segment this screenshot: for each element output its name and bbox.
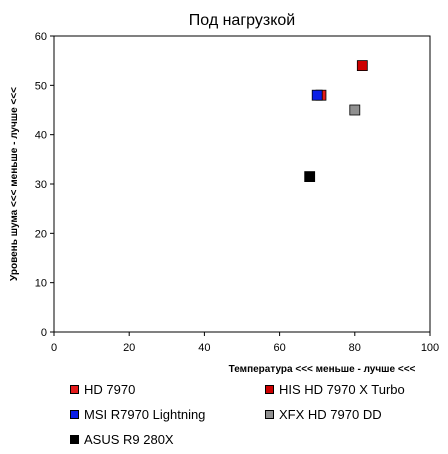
scatter-plot: Под нагрузкой 0 10 20 30 40 50 60 0 20 40 60 80 100…: [9, 12, 439, 375]
legend-item-0: HD 7970: [70, 382, 135, 397]
x-tick-label-5: 100: [421, 342, 439, 354]
legend-item-2: MSI R7970 Lightning: [70, 407, 205, 422]
legend-swatch: [70, 385, 79, 394]
legend-swatch: [70, 410, 79, 419]
legend-label: ASUS R9 280X: [84, 432, 174, 447]
legend-swatch: [265, 385, 274, 394]
legend-swatch: [70, 435, 79, 444]
plot-frame: [53, 35, 431, 333]
legend-label: XFX HD 7970 DD: [279, 407, 382, 422]
x-tick-label-1: 20: [123, 342, 135, 354]
legend-swatch: [265, 410, 274, 419]
y-axis: 0 10 20 30 40 50 60: [35, 31, 54, 339]
y-tick-label-2: 20: [35, 228, 47, 240]
legend: HD 7970 HIS HD 7970 X Turbo MSI R7970 Ligh…: [0, 378, 448, 454]
legend-item-4: ASUS R9 280X: [70, 432, 174, 447]
y-axis-label: Уровень шума <<< меньше - лучше <<<: [9, 87, 20, 281]
x-tick-label-4: 80: [349, 342, 361, 354]
y-tick-label-4: 40: [35, 130, 47, 142]
legend-label: HD 7970: [84, 382, 136, 397]
y-tick-label-5: 50: [35, 80, 47, 92]
point-series-3-0: [349, 104, 361, 116]
legend-item-3: XFX HD 7970 DD: [265, 407, 382, 422]
point-series-1-0: [356, 60, 368, 71]
plot-area: [53, 35, 431, 333]
legend-item-1: HIS HD 7970 X Turbo: [265, 382, 405, 397]
data-points: [304, 60, 368, 183]
legend-label: MSI R7970 Lightning: [84, 407, 206, 422]
x-tick-label-0: 0: [51, 342, 57, 354]
y-tick-label-6: 60: [35, 31, 47, 43]
point-series-4-0: [304, 171, 316, 183]
y-tick-label-0: 0: [41, 327, 47, 339]
chart-title: Под нагрузкой: [189, 12, 295, 29]
legend-label: HIS HD 7970 X Turbo: [279, 382, 405, 397]
y-tick-label-3: 30: [35, 179, 47, 191]
point-series-2-0: [311, 89, 323, 101]
x-tick-label-2: 40: [198, 342, 210, 354]
x-axis-label: Температура <<< меньше - лучше <<<: [229, 364, 416, 375]
x-tick-label-3: 60: [273, 342, 285, 354]
x-axis: 0 20 40 60 80 100: [51, 332, 439, 354]
y-tick-label-1: 10: [35, 278, 47, 290]
